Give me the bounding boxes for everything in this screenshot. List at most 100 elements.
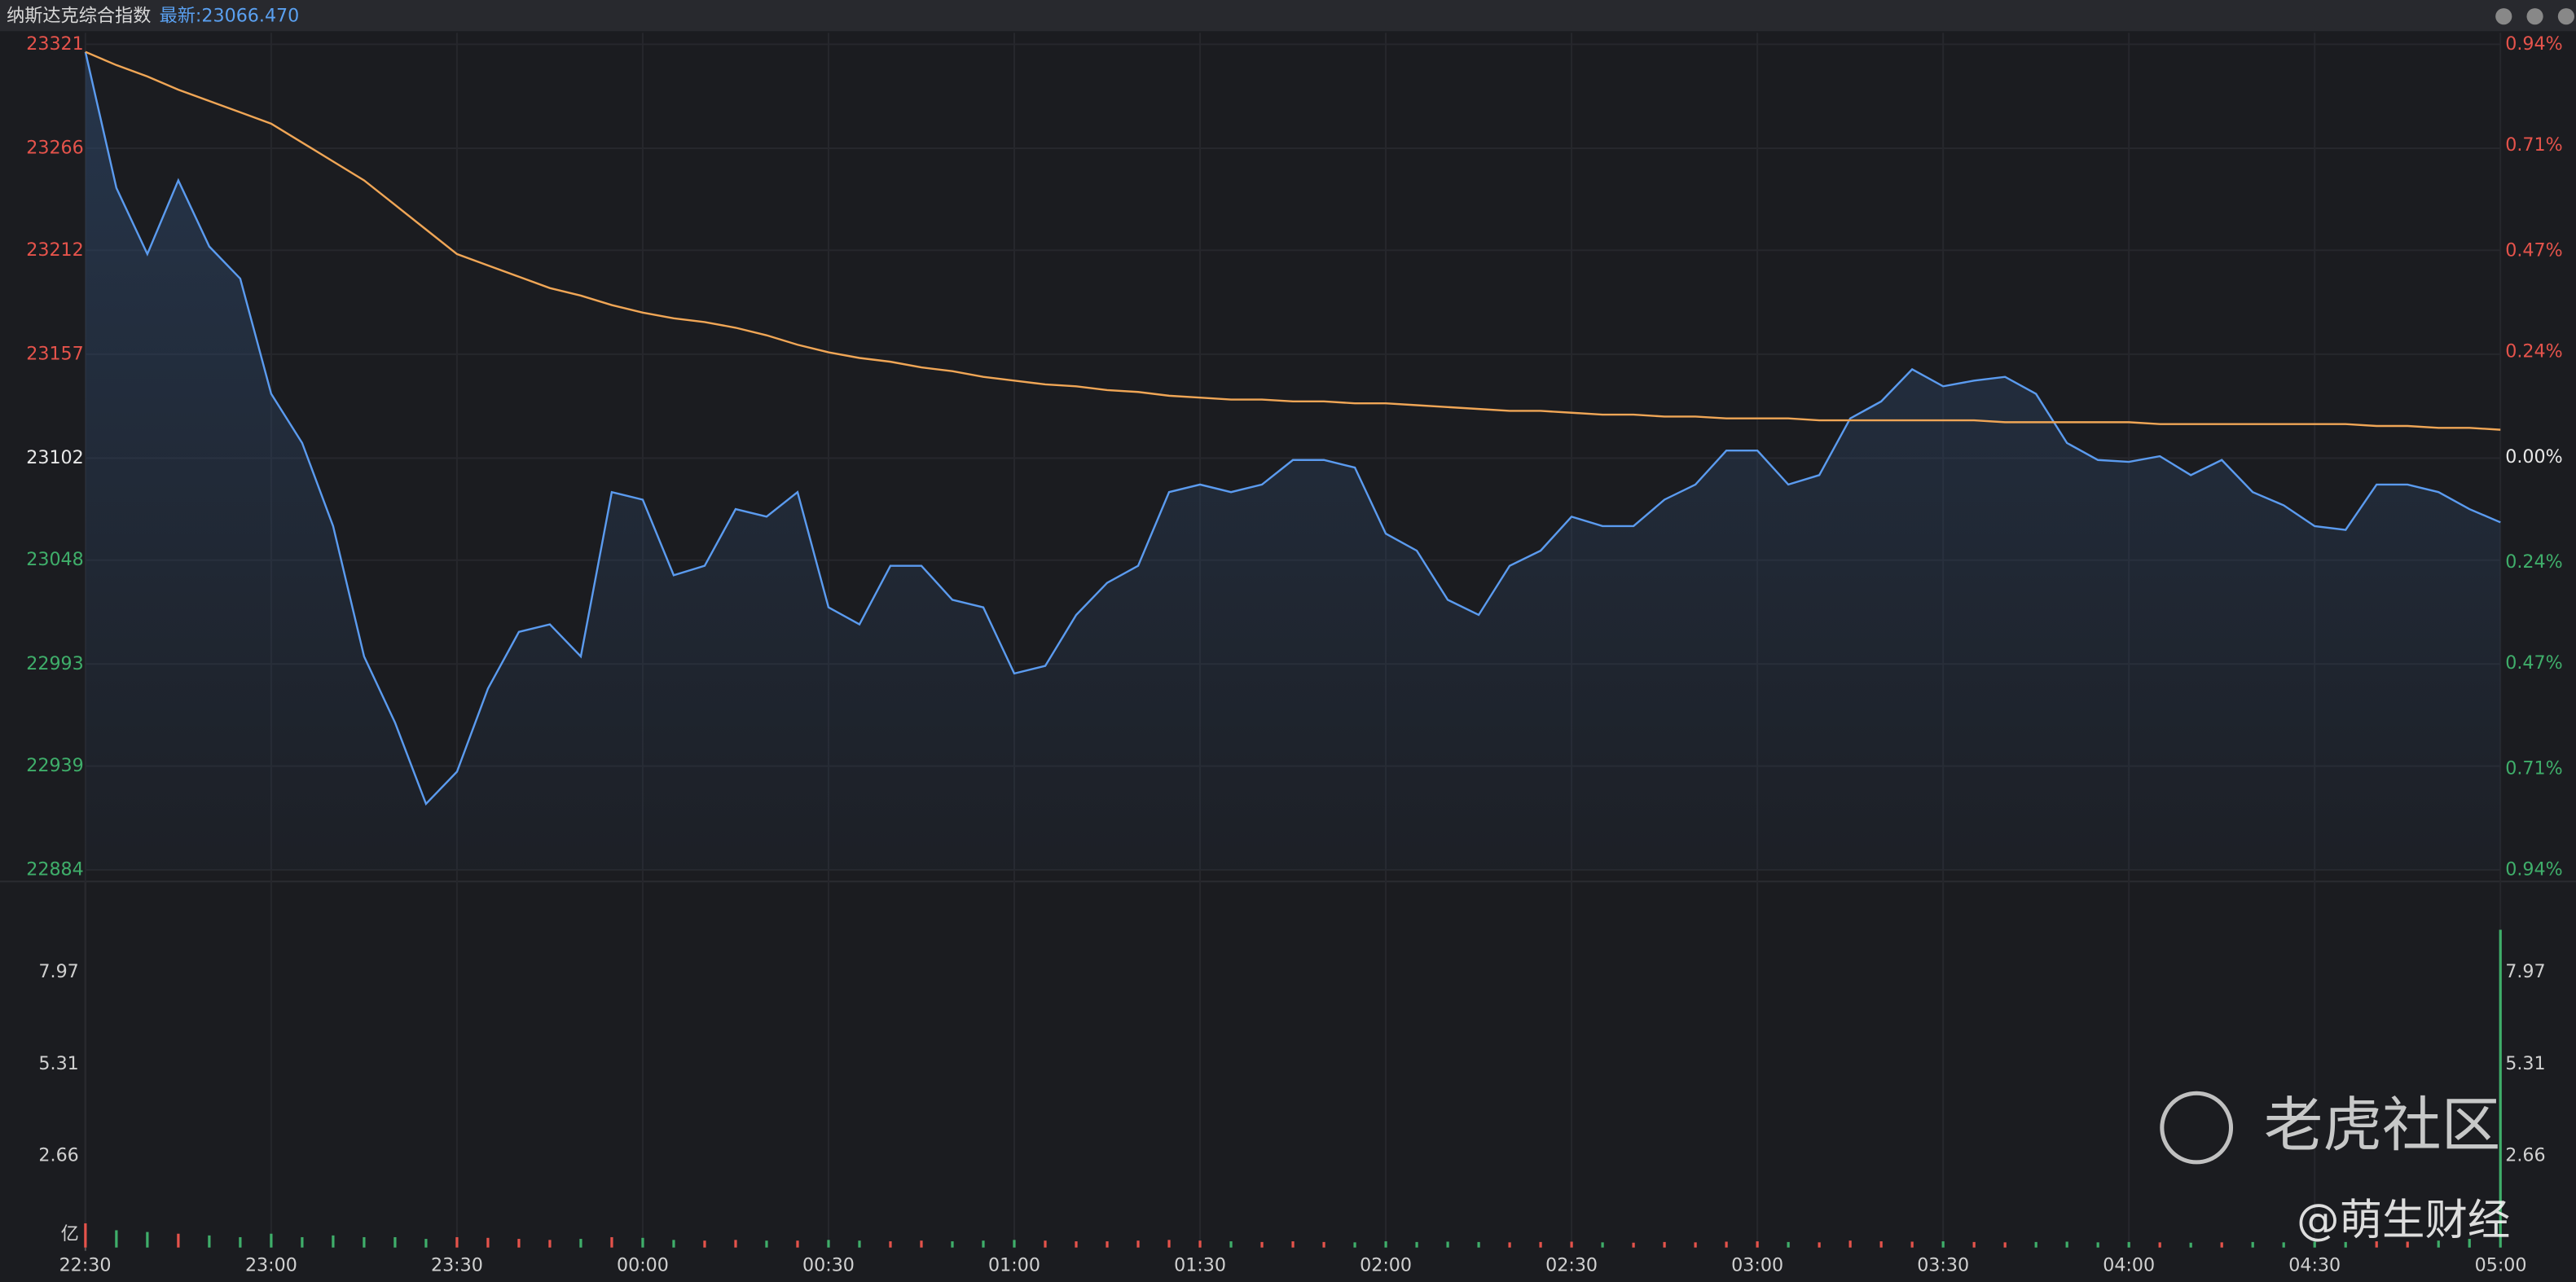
- volume-bar: [1353, 1242, 1356, 1248]
- volume-bar: [1601, 1242, 1604, 1248]
- latest-price: 最新:23066.470: [160, 6, 300, 27]
- x-tick-label: 03:00: [1731, 1254, 1783, 1275]
- watermark: 老虎社区 @萌生财经: [2160, 1091, 2510, 1245]
- volume-bar: [2065, 1241, 2068, 1248]
- volume-bar: [2158, 1242, 2161, 1248]
- volume-bar: [393, 1236, 397, 1248]
- y2-tick-label: 0.00%: [2505, 446, 2562, 468]
- y-tick-label: 22993: [26, 653, 84, 674]
- volume-bar: [1415, 1241, 1418, 1248]
- y-tick-label: 22884: [26, 859, 84, 880]
- volume-bar: [1848, 1240, 1852, 1248]
- x-tick-label: 03:30: [1917, 1254, 1969, 1275]
- volume-tick-label: 2.66: [2505, 1144, 2545, 1166]
- y-tick-label: 23266: [26, 138, 84, 159]
- volume-bar: [1013, 1240, 1016, 1248]
- volume-bar: [1136, 1240, 1140, 1248]
- volume-bar: [2313, 1241, 2316, 1248]
- volume-bar: [1384, 1241, 1387, 1248]
- volume-bar: [270, 1233, 273, 1248]
- volume-bar: [208, 1235, 211, 1248]
- volume-bar: [1106, 1241, 1109, 1248]
- volume-bar: [1972, 1241, 1976, 1248]
- x-tick-label: 23:30: [431, 1254, 483, 1275]
- y2-tick-label: 0.71%: [2505, 758, 2562, 779]
- x-tick-label: 05:00: [2475, 1254, 2527, 1275]
- volume-tick-label: 亿: [61, 1223, 79, 1245]
- volume-bar: [672, 1240, 675, 1248]
- settings-button[interactable]: [2557, 8, 2574, 25]
- volume-bar: [1044, 1240, 1047, 1248]
- volume-tick-label: 7.97: [38, 961, 78, 982]
- volume-tick-label: 7.97: [2505, 961, 2545, 982]
- x-tick-label: 01:00: [988, 1254, 1040, 1275]
- zoom-in-button[interactable]: [2495, 8, 2512, 25]
- volume-bar: [2096, 1242, 2099, 1248]
- volume-bar: [951, 1241, 954, 1248]
- price-line: [84, 51, 2501, 806]
- watermark-brand: 老虎社区: [2264, 1092, 2500, 1161]
- y2-tick-label: 0.47%: [2505, 652, 2562, 674]
- volume-bar: [455, 1236, 459, 1248]
- volume-bar: [363, 1236, 366, 1248]
- volume-bar: [548, 1240, 552, 1248]
- volume-bar: [703, 1240, 706, 1248]
- volume-bar: [115, 1230, 118, 1248]
- volume-bar: [1756, 1241, 1759, 1248]
- y2-tick-label: 0.71%: [2505, 134, 2562, 156]
- y-tick-label: 23157: [26, 343, 84, 364]
- y-tick-label: 23102: [26, 447, 84, 468]
- volume-bar: [486, 1237, 490, 1248]
- volume-bar: [610, 1236, 613, 1248]
- watermark-logo: [2160, 1091, 2234, 1165]
- zoom-out-button[interactable]: [2526, 8, 2543, 25]
- x-tick-label: 02:00: [1360, 1254, 1412, 1275]
- volume-bar: [239, 1236, 242, 1248]
- volume-bar: [2127, 1241, 2130, 1248]
- volume-bar: [1787, 1241, 1790, 1248]
- volume-bar: [424, 1239, 428, 1248]
- volume-bar: [1694, 1242, 1697, 1248]
- volume-bar: [1198, 1240, 1202, 1248]
- y-tick-label: 22939: [26, 755, 84, 776]
- volume-bar: [1539, 1241, 1542, 1248]
- volume-bar: [1632, 1242, 1635, 1248]
- x-tick-label: 00:00: [617, 1254, 669, 1275]
- watermark-author: @萌生财经: [2297, 1195, 2510, 1245]
- y2-tick-label: 0.47%: [2505, 239, 2562, 261]
- volume-bar: [889, 1241, 892, 1248]
- volume-tick-label: 5.31: [38, 1053, 78, 1074]
- volume-bar: [1477, 1241, 1480, 1248]
- volume-bar: [1663, 1241, 1666, 1248]
- plot-layer: 22:30 23:00 23:30 00:00 00:30 01:00 01:30 02:00…: [26, 33, 2563, 1275]
- volume-bar: [2189, 1242, 2192, 1248]
- volume-bar: [920, 1240, 923, 1248]
- volume-bar: [1725, 1241, 1728, 1248]
- volume-bar: [1910, 1241, 1914, 1248]
- y-tick-label: 23212: [26, 239, 84, 261]
- volume-bar: [1818, 1242, 1821, 1248]
- volume-bar: [579, 1239, 582, 1248]
- x-tick-label: 04:30: [2288, 1254, 2341, 1275]
- volume-bar: [2437, 1240, 2440, 1248]
- y2-tick-label: 0.94%: [2505, 33, 2562, 55]
- volume-bar: [1075, 1241, 1078, 1248]
- volume-bar: [1508, 1242, 1511, 1248]
- volume-bar: [858, 1240, 861, 1248]
- volume-bar: [2220, 1242, 2223, 1248]
- y2-tick-label: 0.24%: [2505, 340, 2562, 362]
- y-tick-label: 23048: [26, 549, 84, 570]
- volume-bar: [1941, 1241, 1945, 1248]
- title-bar: [0, 0, 2576, 32]
- volume-bar: [2034, 1241, 2038, 1248]
- volume-bar: [1229, 1241, 1233, 1248]
- volume-bar: [1322, 1241, 1325, 1248]
- volume-bar: [2468, 1239, 2471, 1248]
- x-tick-label: 22:30: [59, 1254, 112, 1275]
- volume-bar: [734, 1240, 737, 1248]
- volume-bar: [2344, 1241, 2347, 1248]
- window-buttons[interactable]: [2495, 8, 2574, 25]
- volume-bar: [332, 1235, 335, 1248]
- x-tick-label: 00:30: [802, 1254, 855, 1275]
- volume-bar: [146, 1232, 149, 1248]
